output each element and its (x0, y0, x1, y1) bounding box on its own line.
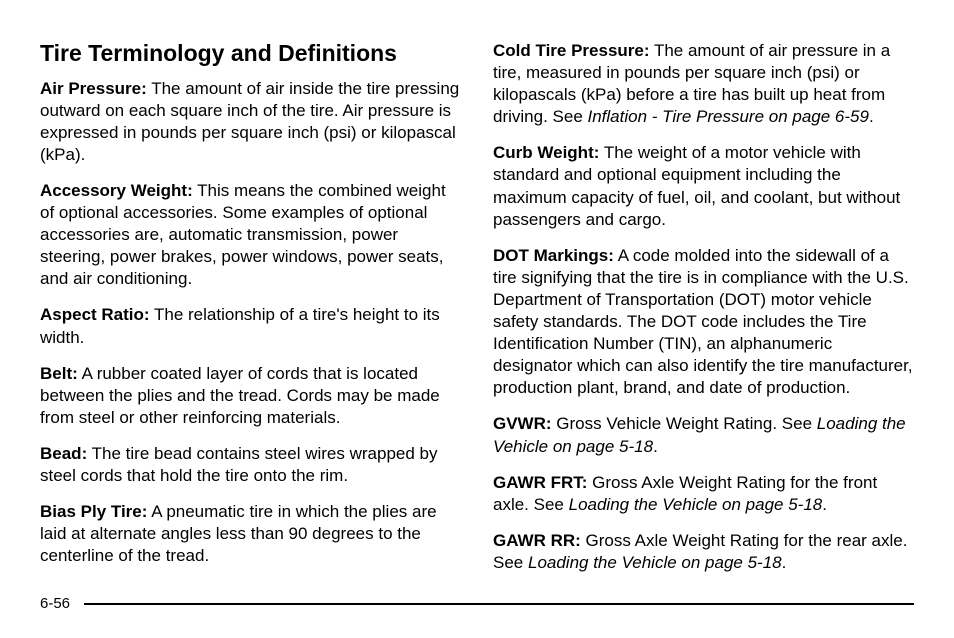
definition-entry: Curb Weight: The weight of a motor vehic… (493, 142, 914, 230)
definition-text: The tire bead contains steel wires wrapp… (40, 444, 438, 485)
definition-term: GAWR RR: (493, 531, 581, 550)
definition-tail: . (869, 107, 874, 126)
footer-rule (84, 603, 914, 605)
definition-entry: Aspect Ratio: The relationship of a tire… (40, 304, 461, 348)
definition-text: Gross Vehicle Weight Rating. See (552, 414, 817, 433)
definition-text: A rubber coated layer of cords that is l… (40, 364, 440, 427)
definition-tail: . (653, 437, 658, 456)
definition-term: Air Pressure: (40, 79, 147, 98)
right-column: Cold Tire Pressure: The amount of air pr… (493, 40, 914, 588)
page-footer: 6-56 (40, 595, 914, 612)
definition-entry: Accessory Weight: This means the combine… (40, 180, 461, 290)
definition-entry: Cold Tire Pressure: The amount of air pr… (493, 40, 914, 128)
definition-term: Curb Weight: (493, 143, 599, 162)
definition-tail: . (822, 495, 827, 514)
definition-term: DOT Markings: (493, 246, 614, 265)
definition-entry: Bias Ply Tire: A pneumatic tire in which… (40, 501, 461, 567)
definition-term: Bead: (40, 444, 87, 463)
two-column-layout: Tire Terminology and Definitions Air Pre… (40, 40, 914, 588)
definition-entry: Bead: The tire bead contains steel wires… (40, 443, 461, 487)
definition-entry: Belt: A rubber coated layer of cords tha… (40, 363, 461, 429)
cross-reference: Loading the Vehicle on page 5-18 (528, 553, 782, 572)
cross-reference: Loading the Vehicle on page 5-18 (569, 495, 823, 514)
definition-entry: DOT Markings: A code molded into the sid… (493, 245, 914, 400)
definition-term: Cold Tire Pressure: (493, 41, 650, 60)
document-page: Tire Terminology and Definitions Air Pre… (0, 0, 954, 638)
definition-term: Bias Ply Tire: (40, 502, 147, 521)
cross-reference: Inflation - Tire Pressure on page 6-59 (588, 107, 869, 126)
definition-entry: GAWR FRT: Gross Axle Weight Rating for t… (493, 472, 914, 516)
definition-term: Belt: (40, 364, 78, 383)
definition-term: GAWR FRT: (493, 473, 587, 492)
definition-entry: Air Pressure: The amount of air inside t… (40, 78, 461, 166)
definition-term: GVWR: (493, 414, 552, 433)
definition-text: A code molded into the sidewall of a tir… (493, 246, 913, 398)
definition-entry: GAWR RR: Gross Axle Weight Rating for th… (493, 530, 914, 574)
left-column: Tire Terminology and Definitions Air Pre… (40, 40, 461, 588)
section-title: Tire Terminology and Definitions (40, 40, 461, 68)
definition-tail: . (782, 553, 787, 572)
definition-entry: GVWR: Gross Vehicle Weight Rating. See L… (493, 413, 914, 457)
page-number: 6-56 (40, 595, 70, 612)
definition-term: Aspect Ratio: (40, 305, 150, 324)
definition-term: Accessory Weight: (40, 181, 193, 200)
